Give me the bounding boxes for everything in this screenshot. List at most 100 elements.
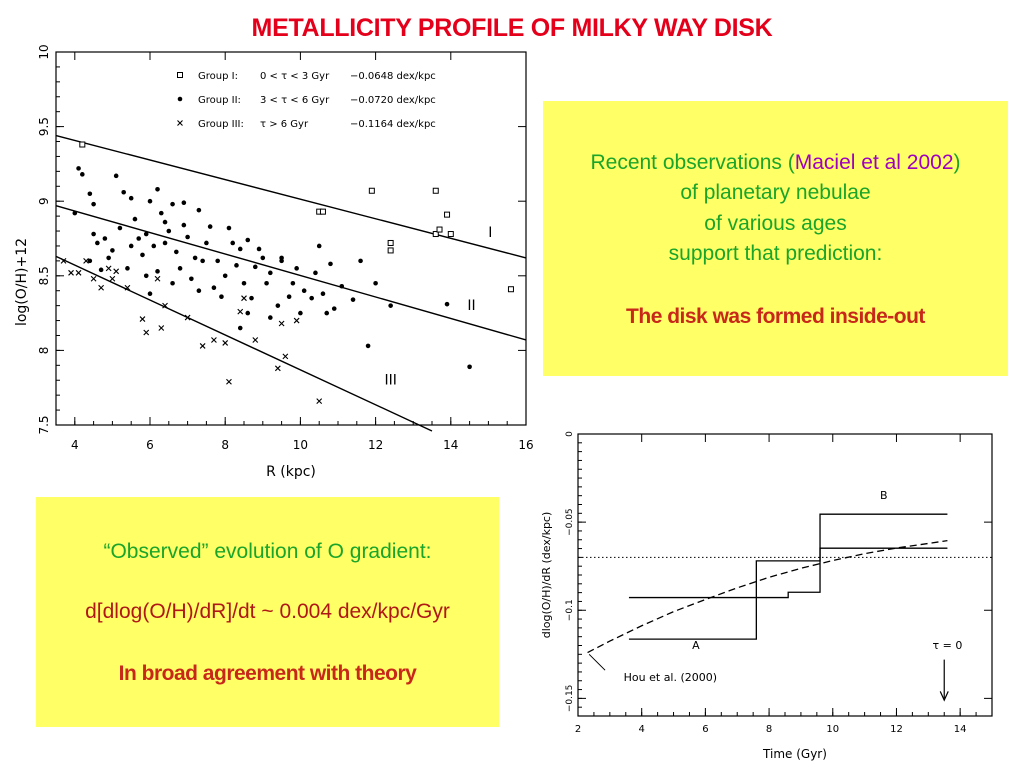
legend-group: Group I:	[198, 71, 238, 82]
observations-line-1-prefix: Recent observations (	[590, 151, 795, 174]
data-point-cross	[252, 337, 259, 343]
scatter-plot-frame	[55, 51, 527, 426]
data-point-dot	[72, 210, 78, 216]
scatter-y-tick-label: 9	[37, 197, 51, 205]
data-point-cross	[109, 275, 116, 282]
scatter-y-tick-label: 10	[37, 44, 51, 59]
observations-line-3: of various ages	[704, 212, 847, 235]
data-point-dot	[181, 222, 187, 228]
observations-text-box: Recent observations (Maciel et al 2002) …	[543, 101, 1008, 376]
gradient-y-tick-label: −0.15	[565, 685, 575, 713]
gradient-x-tick-label: 10	[826, 724, 839, 735]
data-point-dot	[252, 264, 258, 270]
data-point-dot	[181, 200, 187, 205]
data-point-dot	[110, 248, 115, 253]
data-point-dot	[324, 310, 330, 316]
data-point-cross	[274, 365, 281, 372]
observations-line-4: support that prediction:	[668, 242, 883, 265]
data-point-dot	[358, 258, 363, 264]
data-point-dot	[91, 201, 96, 207]
data-point-dot	[268, 270, 273, 276]
data-point-square	[444, 211, 451, 218]
scatter-x-axis-label: R (kpc)	[266, 464, 316, 480]
data-point-dot	[162, 240, 168, 246]
data-point-dot	[162, 219, 168, 225]
data-point-dot	[200, 258, 205, 264]
data-point-cross	[278, 320, 285, 327]
data-point-dot	[106, 255, 111, 261]
scatter-y-tick-label: 8	[37, 347, 51, 355]
fit-line-label: II	[467, 298, 475, 314]
data-point-dot	[158, 210, 164, 216]
data-point-cross	[162, 302, 168, 309]
data-point-dot	[125, 266, 130, 271]
gradient-x-tick-label: 14	[954, 724, 967, 735]
data-point-dot	[170, 280, 175, 286]
data-point-square	[387, 247, 394, 254]
data-point-dot	[185, 234, 190, 240]
data-point-dot	[219, 294, 224, 299]
legend-marker-dot	[177, 96, 183, 102]
legend-slope: −0.0720 dex/kpc	[350, 95, 436, 106]
data-point-dot	[290, 280, 296, 286]
data-point-square	[368, 187, 375, 194]
data-point-dot	[215, 258, 220, 264]
gradient-x-tick-label: 2	[575, 724, 581, 735]
data-point-dot	[467, 364, 472, 370]
data-point-dot	[113, 173, 119, 179]
data-point-dot	[174, 249, 179, 255]
data-point-dot	[268, 315, 273, 320]
data-point-dot	[143, 273, 149, 279]
gradient-evolution-text-box: “Observed” evolution of O gradient: d[dl…	[36, 497, 499, 727]
legend-slope: −0.0648 dex/kpc	[350, 71, 436, 82]
hou-leader-line	[588, 653, 606, 671]
data-point-cross	[75, 269, 82, 276]
data-point-dot	[166, 228, 172, 234]
data-point-dot	[192, 255, 198, 261]
data-point-dot	[211, 285, 217, 291]
gradient-annotation: τ = 0	[932, 639, 962, 652]
fit-line-group-III	[55, 255, 433, 432]
data-point-dot	[444, 301, 450, 307]
data-point-dot	[237, 325, 243, 331]
data-point-dot	[260, 255, 266, 261]
data-point-dot	[170, 201, 175, 207]
data-point-dot	[339, 283, 345, 289]
data-point-cross	[241, 295, 247, 302]
data-point-dot	[87, 258, 93, 264]
data-point-dot	[128, 243, 134, 249]
data-point-cross	[226, 378, 232, 385]
scatter-x-tick-label: 14	[443, 438, 458, 452]
data-point-cross	[83, 257, 89, 264]
data-point-dot	[298, 310, 303, 316]
legend-slope: −0.1164 dex/kpc	[350, 119, 436, 130]
data-point-dot	[286, 294, 292, 299]
data-point-dot	[275, 303, 281, 308]
data-point-square	[507, 286, 514, 293]
data-point-dot	[196, 207, 202, 213]
data-point-dot	[294, 266, 299, 271]
gradient-rate-formula: d[dlog(O/H)/dR]/dt ~ 0.004 dex/kpc/Gyr	[85, 600, 450, 623]
gradient-y-axis-label: dlog(O/H)/dR (dex/kpc)	[540, 512, 553, 639]
data-point-dot	[279, 255, 284, 261]
data-point-dot	[388, 303, 393, 308]
fit-line-label: III	[384, 373, 396, 389]
data-point-dot	[87, 191, 93, 197]
inside-out-conclusion: The disk was formed inside-out	[626, 305, 925, 328]
data-point-dot	[328, 261, 333, 267]
data-point-cross	[282, 353, 289, 360]
data-point-dot	[245, 237, 251, 243]
data-point-dot	[80, 172, 85, 177]
data-point-dot	[365, 343, 371, 349]
scatter-x-tick-label: 6	[146, 438, 154, 452]
data-point-cross	[105, 265, 112, 272]
data-point-dot	[91, 231, 96, 237]
data-point-dot	[117, 225, 123, 231]
data-point-dot	[230, 240, 236, 246]
data-point-cross	[316, 398, 323, 405]
data-point-dot	[237, 246, 243, 252]
scatter-y-tick-label: 8.5	[37, 266, 51, 285]
data-point-dot	[331, 306, 337, 311]
data-point-square	[432, 231, 439, 238]
data-point-cross	[113, 268, 120, 275]
